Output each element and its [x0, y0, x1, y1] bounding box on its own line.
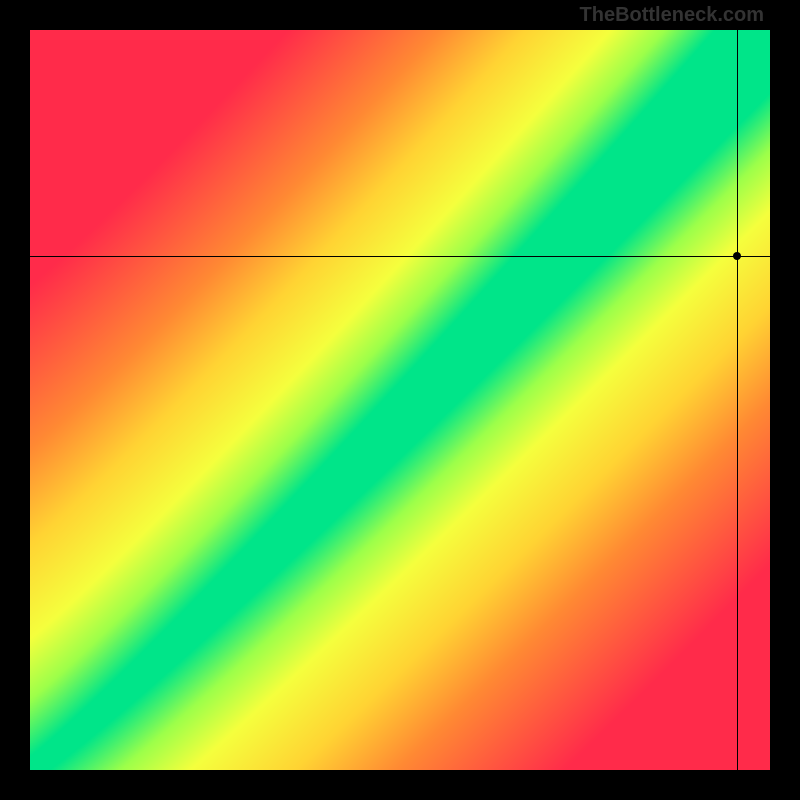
crosshair-point — [733, 252, 741, 260]
heatmap-chart — [30, 30, 770, 770]
heatmap-canvas — [30, 30, 770, 770]
watermark-text: TheBottleneck.com — [580, 4, 764, 27]
crosshair-vertical — [737, 30, 738, 770]
crosshair-horizontal — [30, 256, 770, 257]
